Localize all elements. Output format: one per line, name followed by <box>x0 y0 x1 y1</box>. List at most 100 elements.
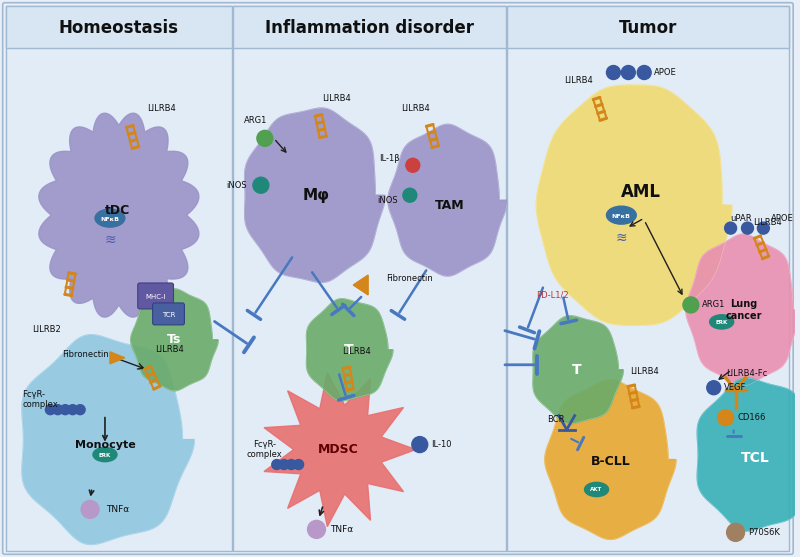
Text: Inflammation disorder: Inflammation disorder <box>265 18 474 37</box>
Polygon shape <box>306 299 393 401</box>
Text: MDSC: MDSC <box>318 443 358 456</box>
Circle shape <box>412 437 428 453</box>
Text: LILRB4: LILRB4 <box>155 345 184 354</box>
Circle shape <box>46 405 55 414</box>
FancyBboxPatch shape <box>153 303 185 325</box>
Ellipse shape <box>606 206 636 224</box>
FancyBboxPatch shape <box>138 283 174 309</box>
Circle shape <box>68 405 78 414</box>
FancyBboxPatch shape <box>507 6 789 551</box>
FancyBboxPatch shape <box>233 6 506 551</box>
Text: iNOS: iNOS <box>226 180 247 190</box>
FancyBboxPatch shape <box>6 6 232 551</box>
Text: NFκB: NFκB <box>612 214 631 219</box>
Polygon shape <box>264 373 416 526</box>
Polygon shape <box>388 124 507 276</box>
Text: Mφ: Mφ <box>303 188 330 203</box>
Text: CD166: CD166 <box>738 413 766 422</box>
Circle shape <box>638 66 651 80</box>
Text: BCR: BCR <box>547 415 565 424</box>
Circle shape <box>622 66 635 80</box>
Text: FcγR-
complex: FcγR- complex <box>22 390 58 409</box>
Text: LILRB4: LILRB4 <box>342 348 370 356</box>
FancyBboxPatch shape <box>507 6 789 47</box>
Text: AML: AML <box>622 183 662 201</box>
Text: Monocyte: Monocyte <box>74 439 135 449</box>
Text: LILRB4: LILRB4 <box>402 104 430 113</box>
Text: Homeostasis: Homeostasis <box>59 18 179 37</box>
Circle shape <box>758 222 770 234</box>
Text: LILRB4: LILRB4 <box>564 76 593 85</box>
Polygon shape <box>110 352 125 364</box>
Text: PD-L1/2: PD-L1/2 <box>537 290 569 300</box>
Circle shape <box>706 381 721 395</box>
Text: NFκB: NFκB <box>101 217 119 222</box>
Text: iNOS: iNOS <box>378 196 398 204</box>
Circle shape <box>81 500 99 519</box>
Text: ERK: ERK <box>715 320 728 325</box>
Circle shape <box>272 460 282 470</box>
Circle shape <box>718 409 734 426</box>
Text: Tumor: Tumor <box>619 18 678 37</box>
Polygon shape <box>22 335 194 545</box>
Circle shape <box>53 405 62 414</box>
Ellipse shape <box>585 482 609 497</box>
Text: AKT: AKT <box>590 487 602 492</box>
Circle shape <box>725 222 737 234</box>
Text: TCL: TCL <box>741 451 770 465</box>
Text: TAM: TAM <box>434 199 464 212</box>
Text: ARG1: ARG1 <box>244 116 268 125</box>
Circle shape <box>307 520 326 539</box>
Text: TNFα: TNFα <box>106 505 130 514</box>
Text: ≋: ≋ <box>615 231 627 245</box>
Ellipse shape <box>710 315 734 329</box>
Text: LILRB4-Fc: LILRB4-Fc <box>726 369 767 378</box>
Text: ≋: ≋ <box>104 233 116 247</box>
Polygon shape <box>39 113 199 317</box>
Text: IL-1β: IL-1β <box>379 154 400 163</box>
Circle shape <box>253 177 269 193</box>
Text: T: T <box>343 343 353 357</box>
Text: Fibronectin: Fibronectin <box>386 273 433 282</box>
Polygon shape <box>130 289 218 391</box>
Text: LILRB2: LILRB2 <box>32 325 61 334</box>
Text: LILRB4: LILRB4 <box>753 218 782 227</box>
Text: Fibronectin: Fibronectin <box>62 350 109 359</box>
Polygon shape <box>245 108 385 282</box>
Text: FcγR-
complex: FcγR- complex <box>247 440 282 460</box>
Ellipse shape <box>93 447 117 462</box>
Circle shape <box>606 66 620 80</box>
Text: LILRB4: LILRB4 <box>147 104 176 113</box>
Circle shape <box>406 158 420 172</box>
Text: TNFα: TNFα <box>330 525 354 534</box>
Text: P70S6K: P70S6K <box>749 528 780 537</box>
Text: MHC-I: MHC-I <box>146 294 166 300</box>
Circle shape <box>75 405 85 414</box>
Text: B-CLL: B-CLL <box>590 455 630 468</box>
Polygon shape <box>536 85 732 325</box>
Circle shape <box>257 130 273 146</box>
Text: Ts: Ts <box>167 333 182 346</box>
Text: APOE: APOE <box>654 68 677 77</box>
Text: ARG1: ARG1 <box>702 300 725 310</box>
Circle shape <box>60 405 70 414</box>
Text: tDC: tDC <box>106 204 130 217</box>
Polygon shape <box>354 275 368 295</box>
Circle shape <box>403 188 417 202</box>
Polygon shape <box>686 234 800 386</box>
Circle shape <box>279 460 289 470</box>
Circle shape <box>294 460 303 470</box>
Text: APOE: APOE <box>771 214 794 223</box>
FancyBboxPatch shape <box>6 6 232 47</box>
Text: Lung
cancer: Lung cancer <box>726 299 762 321</box>
FancyBboxPatch shape <box>233 6 506 47</box>
Text: ERK: ERK <box>99 452 111 457</box>
Polygon shape <box>545 380 676 539</box>
Text: uPAR: uPAR <box>730 214 752 223</box>
Text: LILRB4: LILRB4 <box>322 94 350 103</box>
Text: VEGF: VEGF <box>724 383 746 392</box>
Text: T: T <box>572 363 582 377</box>
Circle shape <box>683 297 699 313</box>
Circle shape <box>726 524 745 541</box>
FancyBboxPatch shape <box>2 3 793 554</box>
